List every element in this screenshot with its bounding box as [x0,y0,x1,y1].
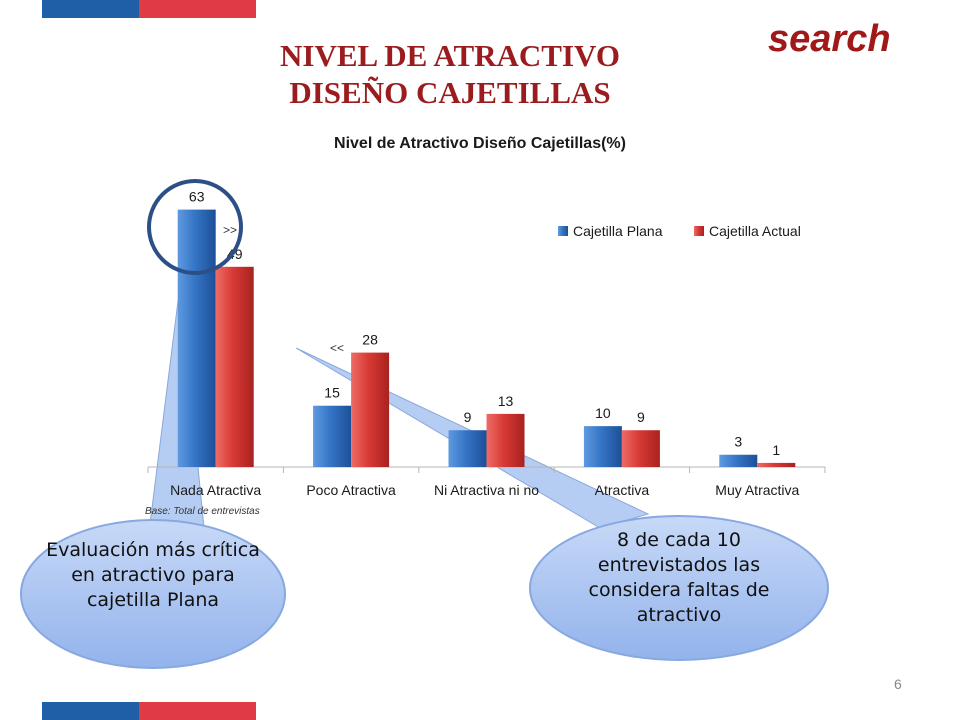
highlight-circle [147,179,243,275]
legend-label-plana: Cajetilla Plana [573,223,663,239]
x-tick-label: Nada Atractiva [170,482,261,498]
data-label: 15 [324,385,340,401]
data-label: 28 [362,332,378,348]
bar-actual-3 [621,430,660,467]
x-tick-label: Atractiva [595,482,650,498]
data-label: 63 [189,189,205,205]
base-note: Base: Total de entrevistas [145,506,260,517]
data-label: 13 [498,393,514,409]
legend-swatch-actual [694,226,704,236]
search-label: search [768,18,891,60]
page-number: 6 [894,676,902,692]
bar-actual-1 [351,352,390,467]
x-axis [147,466,826,473]
x-tick-labels: Nada Atractiva Poco Atractiva Ni Atractiva… [170,482,799,498]
bar-plana-3 [583,426,622,467]
bar-actual-0 [215,266,254,467]
slide-title-line1: NIVEL DE ATRACTIVO [280,38,620,73]
bar-actual-2 [486,413,525,467]
legend: Cajetilla Plana Cajetilla Actual [558,223,801,239]
less-than-mark: << [330,341,344,355]
flag-bar-top [42,0,256,18]
data-label: 3 [734,434,742,450]
bar-plana-4 [719,454,758,467]
left-callout-text: Evaluación más crítica en atractivo para… [46,539,260,611]
bar-plana-1 [313,405,352,467]
x-tick-label: Muy Atractiva [715,482,799,498]
x-tick-label: Poco Atractiva [306,482,396,498]
legend-label-actual: Cajetilla Actual [709,223,801,239]
slide-title-line2: DISEÑO CAJETILLAS [289,75,611,110]
legend-swatch-plana [558,226,568,236]
right-callout-text: 8 de cada 10 entrevistados las considera… [588,529,770,626]
data-label: 9 [464,409,472,425]
right-callout-bubble [529,515,829,661]
data-label: 9 [637,409,645,425]
bar-plana-2 [448,430,487,467]
data-label: 1 [772,442,780,458]
bar-plana-0 [177,209,216,467]
data-label: 10 [595,405,611,421]
chart-title: Nivel de Atractivo Diseño Cajetillas(%) [334,135,626,152]
greater-than-mark: >> [223,223,237,237]
left-callout-bubble [20,519,286,669]
x-tick-label: Ni Atractiva ni no [434,482,539,498]
flag-bar-bottom [42,702,256,720]
bar-actual-4 [757,462,796,467]
bar-series [177,209,796,467]
